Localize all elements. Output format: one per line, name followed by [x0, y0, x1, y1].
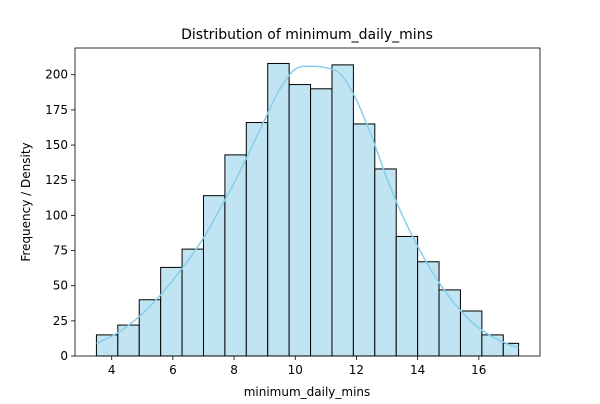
- histogram-bar-7: [224, 154, 247, 357]
- chart-title: Distribution of minimum_daily_mins: [181, 27, 433, 43]
- x-tick-label-12: 12: [349, 363, 364, 377]
- histogram-bar-18: [459, 310, 483, 357]
- histogram-bar-4: [160, 266, 183, 357]
- x-tick-label-14: 14: [410, 363, 425, 377]
- bars-layer: [95, 62, 520, 357]
- histogram-bar-15: [395, 235, 419, 357]
- histogram-bar-3: [138, 299, 162, 357]
- histogram-bar-13: [352, 123, 376, 357]
- histogram-bar-14: [374, 168, 397, 357]
- histogram-bar-10: [288, 84, 312, 357]
- kde-curve: [96, 65, 519, 349]
- y-tick-label-0: 0: [60, 349, 68, 363]
- x-tick-label-6: 6: [169, 363, 177, 377]
- histogram-bar-16: [417, 261, 440, 357]
- y-axis-label: Frequency / Density: [19, 142, 33, 261]
- histogram-bar-17: [438, 289, 461, 357]
- y-tick-label-100: 100: [45, 208, 68, 222]
- plot-frame: [74, 47, 541, 357]
- y-tick-label-175: 175: [45, 103, 68, 117]
- axes-layer: 4 6 8 10 12 14 16 0 25 50 75 100 125 150 175 200: [45, 47, 541, 377]
- x-axis-label: minimum_daily_mins: [244, 385, 371, 399]
- histogram-bar-8: [245, 122, 269, 357]
- y-tick-label-25: 25: [53, 314, 68, 328]
- kde-layer: [96, 65, 519, 349]
- histogram-bar-12: [331, 64, 354, 357]
- x-tick-label-4: 4: [108, 363, 116, 377]
- y-tick-label-200: 200: [45, 68, 68, 82]
- x-tick-label-10: 10: [288, 363, 303, 377]
- x-tick-label-16: 16: [471, 363, 486, 377]
- histogram-bar-2: [117, 324, 140, 357]
- histogram-bar-19: [481, 334, 504, 357]
- y-tick-label-75: 75: [53, 244, 68, 258]
- y-tick-label-50: 50: [53, 279, 68, 293]
- x-tick-label-8: 8: [230, 363, 238, 377]
- y-tick-label-125: 125: [45, 173, 68, 187]
- y-tick-label-150: 150: [45, 138, 68, 152]
- histogram-bar-11: [310, 88, 333, 357]
